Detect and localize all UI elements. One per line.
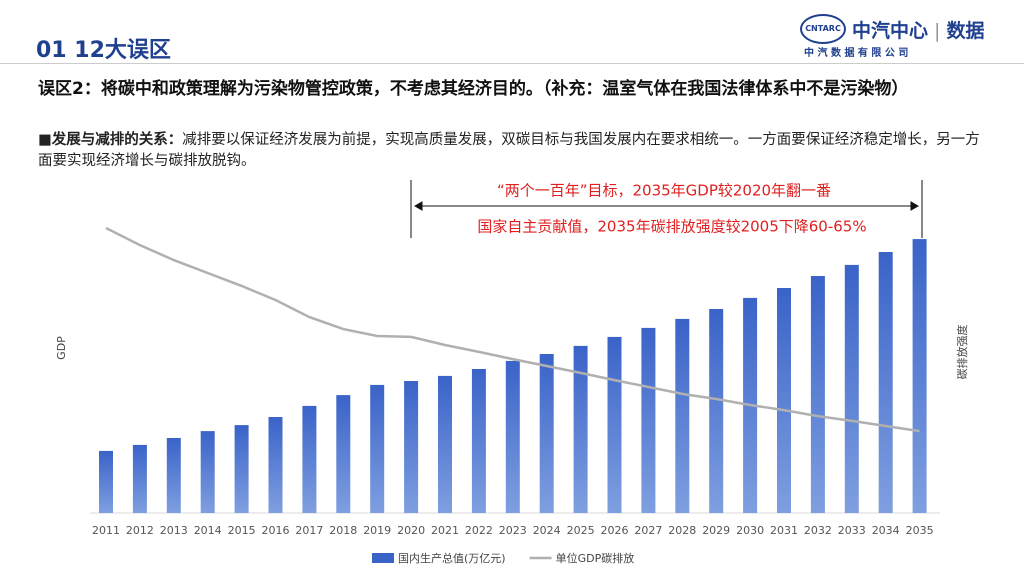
header-rule [0, 63, 1024, 64]
bar [99, 450, 113, 513]
point-label: ■发展与减排的关系： [38, 132, 183, 148]
bar [607, 336, 622, 513]
x-tick-label: 2028 [668, 524, 696, 537]
heading: 误区2：将碳中和政策理解为污染物管控政策，不考虑其经济目的。（补充：温室气体在我… [38, 79, 909, 99]
x-tick-label: 2018 [329, 524, 357, 537]
legend-label: 国内生产总值(万亿元) [398, 551, 506, 565]
x-tick-label: 2027 [634, 524, 662, 537]
bar [505, 360, 520, 513]
bar [573, 345, 588, 513]
annotation: 国家自主贡献值，2035年碳排放强度较2005下降60-65% [477, 218, 866, 236]
bar [234, 425, 249, 513]
y-axis-title: GDP [55, 336, 68, 360]
x-tick-label: 2015 [228, 524, 256, 537]
x-tick-label: 2032 [804, 524, 832, 537]
line [105, 226, 920, 433]
annotation-bracket [410, 180, 923, 238]
bar [810, 276, 825, 513]
bar [268, 417, 283, 513]
x-tick-label: 2019 [363, 524, 391, 537]
x-tick-label: 2021 [431, 524, 459, 537]
company: 中 汽 数 据 有 限 公 司 [804, 48, 909, 59]
bar [709, 309, 724, 513]
x-tick-label: 2026 [601, 524, 629, 537]
x-tick-label: 2020 [397, 524, 425, 537]
bar [302, 405, 317, 513]
x-tick-label: 2029 [702, 524, 730, 537]
bar [471, 369, 486, 513]
bar [200, 431, 215, 513]
x-tick-label: 2012 [126, 524, 154, 537]
bar [438, 375, 452, 513]
slide-title: 01 12大误区 [36, 38, 171, 63]
x-tick-label: 2011 [92, 524, 120, 537]
x-tick-label: 2031 [770, 524, 798, 537]
bar [912, 239, 927, 513]
bar [336, 395, 351, 513]
annotation: “两个一百年”目标，2035年GDP较2020年翻一番 [497, 182, 831, 200]
x-tick-label: 2016 [262, 524, 290, 537]
x-tick-label: 2035 [906, 524, 934, 537]
x-tick-label: 2030 [736, 524, 764, 537]
logo-mark: CNTARC [800, 14, 846, 44]
x-tick-label: 2033 [838, 524, 866, 537]
logo-name: 中汽中心 [852, 20, 929, 42]
x-tick-label: 2022 [465, 524, 493, 537]
bar [675, 318, 690, 513]
bar [132, 444, 147, 513]
logo-sub: 数据 [946, 20, 985, 42]
bar [777, 288, 791, 513]
x-tick-label: 2034 [872, 524, 900, 537]
point: ■发展与减排的关系：减排要以保证经济发展为前提，实现高质量发展，双碳目标与我国发… [38, 130, 993, 172]
legend-swatch [372, 553, 394, 563]
bar [844, 264, 859, 513]
bar [370, 384, 385, 513]
x-tick-label: 2024 [533, 524, 561, 537]
bar [166, 438, 181, 513]
logo-text: 中汽中心 | 数据 [852, 20, 985, 42]
x-tick-label: 2025 [567, 524, 595, 537]
bar [878, 252, 893, 513]
x-tick-label: 2023 [499, 524, 527, 537]
legend-label: 单位GDP碳排放 [556, 551, 635, 565]
bar [404, 381, 419, 513]
point-text: 减排要以保证经济发展为前提，实现高质量发展，双碳目标与我国发展内在要求相统一。一… [38, 132, 980, 169]
x-tick-label: 2014 [194, 524, 222, 537]
y2-axis-title: 碳排放强度 [955, 325, 969, 380]
x-tick-label: 2017 [295, 524, 323, 537]
bar [641, 327, 656, 513]
bar [539, 354, 554, 513]
x-tick-label: 2013 [160, 524, 188, 537]
